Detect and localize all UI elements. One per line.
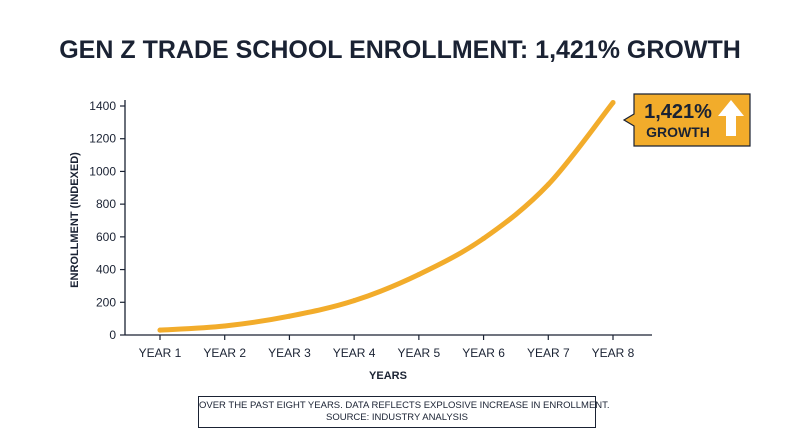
y-tick-label: 1000 xyxy=(89,164,116,178)
callout-box xyxy=(622,93,751,147)
y-axis-title: ENROLLMENT (INDEXED) xyxy=(69,152,81,288)
y-tick-label: 0 xyxy=(109,328,116,342)
y-tick-label: 800 xyxy=(96,197,116,211)
footnote-line-2: SOURCE: INDUSTRY ANALYSIS xyxy=(325,412,468,423)
x-tick-label: YEAR 8 xyxy=(592,346,635,360)
x-axis-title: YEARS xyxy=(369,370,407,382)
x-tick-label: YEAR 4 xyxy=(333,346,376,360)
data-point xyxy=(351,298,357,304)
data-point xyxy=(286,313,292,319)
callout-label: GROWTH xyxy=(646,124,710,140)
y-tick-label: 1200 xyxy=(89,132,116,146)
x-ticks: YEAR 1 YEAR 2 YEAR 3 YEAR 4 YEAR 5 YEAR 6 YEAR… xyxy=(139,335,635,360)
data-point xyxy=(416,271,422,277)
data-point xyxy=(481,235,487,241)
x-tick-label: YEAR 6 xyxy=(462,346,505,360)
data-point xyxy=(157,327,163,333)
series-line xyxy=(157,100,616,333)
callout-value: 1,421% xyxy=(644,101,712,123)
x-tick-label: YEAR 7 xyxy=(527,346,570,360)
data-point xyxy=(222,323,228,329)
footnote-box: OVER THE PAST EIGHT YEARS. DATA REFLECTS… xyxy=(198,396,610,428)
y-tick-label: 200 xyxy=(96,295,116,309)
y-ticks: 0 200 400 600 800 1000 1200 1400 xyxy=(89,99,125,342)
y-tick-label: 600 xyxy=(96,230,116,244)
y-tick-label: 1400 xyxy=(89,99,116,113)
x-tick-label: YEAR 3 xyxy=(268,346,311,360)
y-tick-label: 400 xyxy=(96,263,116,277)
growth-callout: 1,421% GROWTH xyxy=(622,93,751,147)
data-point xyxy=(610,100,616,106)
footnote-line-1: OVER THE PAST EIGHT YEARS. DATA REFLECTS… xyxy=(199,400,610,411)
chart-title: GEN Z TRADE SCHOOL ENROLLMENT: 1,421% GR… xyxy=(59,36,741,64)
x-tick-label: YEAR 5 xyxy=(398,346,441,360)
data-point xyxy=(545,182,551,188)
x-tick-label: YEAR 2 xyxy=(203,346,246,360)
x-tick-label: YEAR 1 xyxy=(139,346,182,360)
arrow-up-icon xyxy=(718,100,744,136)
